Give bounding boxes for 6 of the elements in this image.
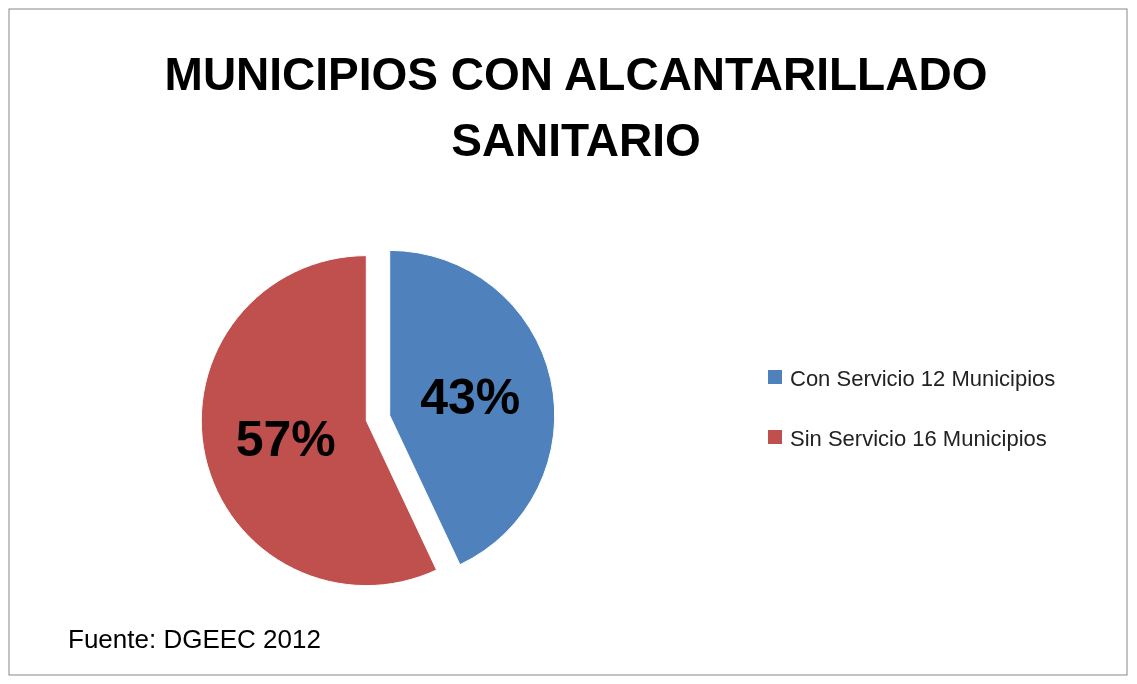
data-label: 43%	[420, 369, 521, 426]
data-label: 57%	[235, 410, 336, 467]
chart-title: MUNICIPIOS CON ALCANTARILLADO SANITARIO	[164, 48, 988, 166]
legend-label: Sin Servicio 16 Municipios	[790, 425, 1047, 451]
legend-label: Con Servicio 12 Municipios	[790, 365, 1056, 391]
source-note: Fuente: DGEEC 2012	[68, 624, 321, 654]
